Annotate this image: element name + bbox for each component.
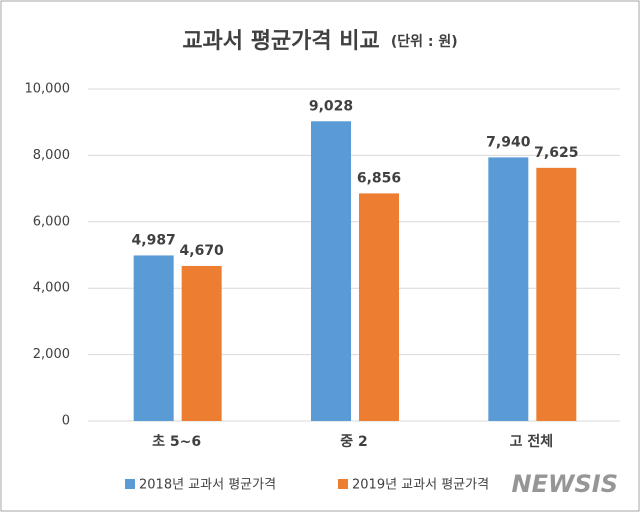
bar [488, 157, 529, 421]
value-label: 7,940 [486, 134, 531, 150]
legend-swatch [125, 479, 135, 489]
value-label: 4,670 [180, 243, 225, 259]
value-label: 4,987 [132, 232, 176, 248]
x-tick-label: 고 전체 [510, 433, 554, 450]
bar [311, 121, 351, 422]
y-tick-label: 2,000 [33, 347, 70, 362]
x-tick-label: 초 5~6 [152, 434, 201, 450]
bar [133, 255, 174, 421]
watermark: NEWSIS [512, 470, 618, 498]
legend-swatch [338, 479, 348, 489]
value-label: 7,625 [534, 145, 578, 161]
chart-heading: 교과서 평균가격 비교 (단위 : 원) [182, 29, 457, 54]
bar [359, 193, 399, 421]
y-tick-label: 6,000 [33, 214, 70, 229]
chart-subtitle: (단위 : 원) [391, 33, 458, 50]
legend-label: 2018년 교과서 평균가격 [139, 478, 276, 493]
y-tick-label: 8,000 [33, 148, 70, 163]
y-tick-label: 10,000 [25, 82, 71, 97]
value-label: 9,028 [309, 98, 353, 114]
bar [181, 265, 222, 421]
bar [536, 167, 577, 421]
legend-label: 2019년 교과서 평균가격 [352, 478, 489, 493]
value-label: 6,856 [357, 170, 401, 186]
chart-title: 교과서 평균가격 비교 [182, 29, 379, 54]
y-tick-label: 0 [62, 414, 70, 429]
y-tick-label: 4,000 [33, 281, 70, 296]
x-tick-label: 중 2 [340, 434, 368, 450]
